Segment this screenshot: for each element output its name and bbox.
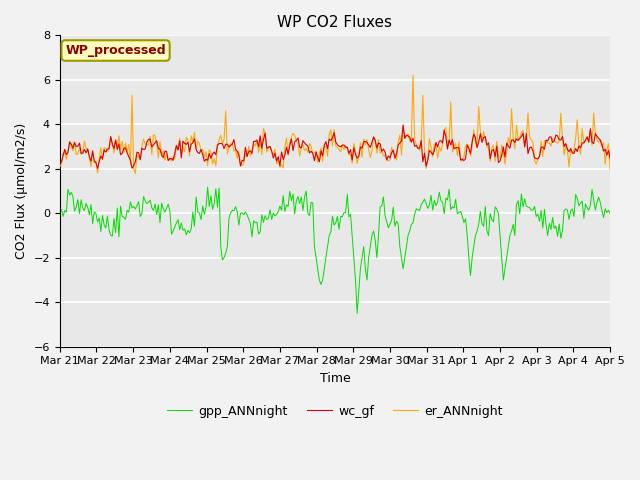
Text: WP_processed: WP_processed xyxy=(65,44,166,57)
X-axis label: Time: Time xyxy=(319,372,350,385)
Line: wc_gf: wc_gf xyxy=(60,75,610,174)
Legend: gpp_ANNnight, wc_gf, er_ANNnight: gpp_ANNnight, wc_gf, er_ANNnight xyxy=(163,400,508,423)
Title: WP CO2 Fluxes: WP CO2 Fluxes xyxy=(278,15,392,30)
Line: gpp_ANNnight: gpp_ANNnight xyxy=(60,187,610,313)
Line: er_ANNnight: er_ANNnight xyxy=(60,125,610,168)
Y-axis label: CO2 Flux (μmol/m2/s): CO2 Flux (μmol/m2/s) xyxy=(15,123,28,259)
